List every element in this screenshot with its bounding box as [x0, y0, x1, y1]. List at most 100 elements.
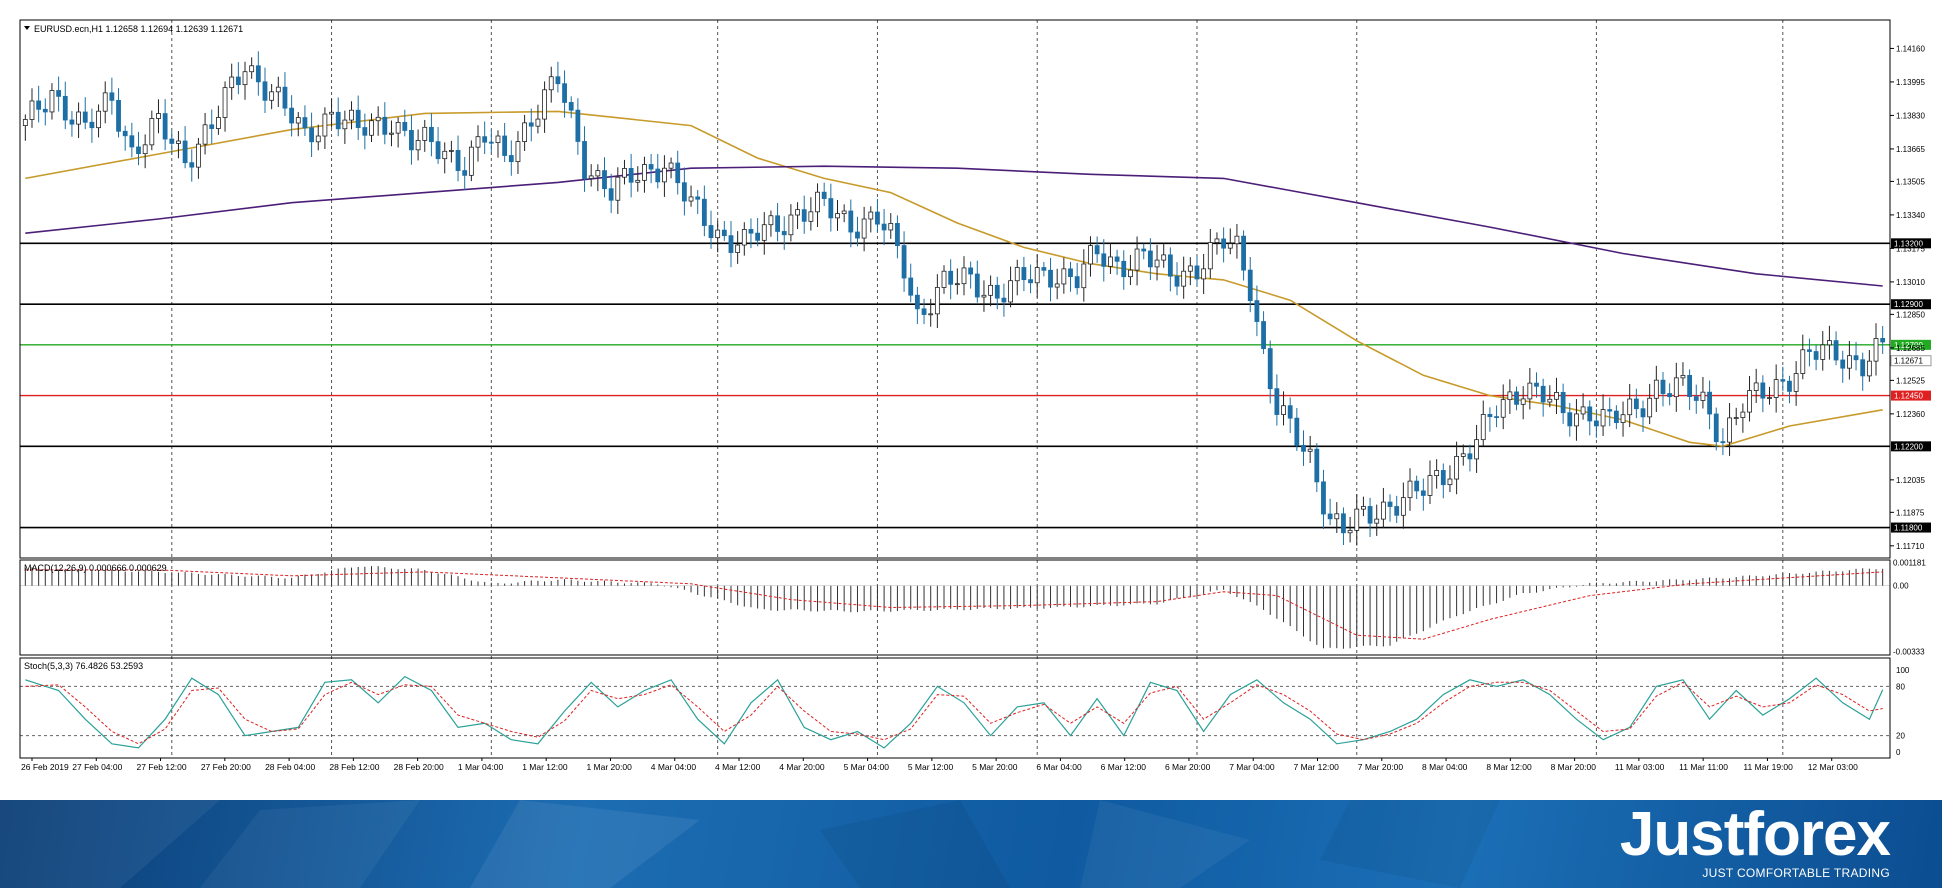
- candle-body: [49, 90, 55, 113]
- candle-body: [1460, 453, 1466, 457]
- candle-body: [482, 136, 488, 143]
- candle-body: [841, 210, 847, 215]
- candle-body: [1001, 297, 1007, 303]
- stoch-tick-label: 100: [1896, 666, 1910, 675]
- trading-chart: 1.13200 1.12900 1.12700 1.12450 1.12200 1.118…: [19, 19, 1932, 772]
- macd-panel: [20, 566, 1890, 649]
- panel-frame: [19, 559, 1891, 656]
- time-label: 5 Mar 20:00: [972, 762, 1018, 772]
- macd-tick-label: 0.001181: [1893, 558, 1926, 567]
- candle-body: [655, 168, 661, 183]
- candle-body: [861, 218, 867, 239]
- candle-body: [735, 244, 741, 253]
- candle-body: [1314, 448, 1320, 483]
- dropdown-triangle-icon[interactable]: [24, 26, 30, 30]
- candle-body: [1554, 392, 1559, 400]
- candle-body: [1713, 413, 1719, 443]
- price-tick-label: 1.11710: [1896, 542, 1925, 551]
- time-label: 28 Feb 04:00: [265, 762, 315, 772]
- candle-body: [994, 284, 1000, 299]
- candle-body: [1267, 348, 1273, 390]
- candle-body: [1167, 254, 1173, 277]
- candle-body: [1833, 340, 1839, 361]
- candle-body: [1866, 360, 1872, 377]
- candle-body: [1241, 235, 1246, 271]
- candle-body: [1101, 253, 1107, 267]
- time-label: 4 Mar 04:00: [651, 762, 697, 772]
- time-label: 27 Feb 04:00: [72, 762, 122, 772]
- candle-body: [1813, 351, 1819, 360]
- candle-body: [855, 231, 860, 239]
- time-label: 8 Mar 12:00: [1486, 762, 1532, 772]
- candle-body: [162, 113, 168, 140]
- candle-body: [1187, 265, 1193, 272]
- candle-body: [555, 76, 561, 85]
- candle-body: [1128, 269, 1133, 278]
- candle-body: [1274, 388, 1280, 415]
- candle-body: [109, 92, 115, 101]
- candle-body: [681, 182, 687, 202]
- time-label: 5 Mar 12:00: [908, 762, 954, 772]
- time-label: 8 Mar 20:00: [1551, 762, 1597, 772]
- brand-logo[interactable]: Justforex: [1619, 800, 1891, 869]
- candle-body: [289, 107, 295, 124]
- candle-body: [755, 232, 761, 241]
- candle-body: [1400, 497, 1406, 516]
- candle-body: [701, 198, 707, 226]
- price-tick-label: 1.12360: [1896, 410, 1925, 419]
- candle-body: [1660, 379, 1666, 394]
- candle-body: [974, 273, 980, 298]
- candle-body: [1194, 265, 1200, 280]
- level-tag-1.12200: [1891, 441, 1931, 452]
- candle-body: [262, 81, 268, 101]
- candle-body: [1534, 382, 1539, 387]
- candle-body: [1227, 243, 1233, 249]
- candle-body: [934, 287, 940, 315]
- candle-body: [1094, 245, 1100, 255]
- candle-body: [1380, 501, 1386, 520]
- candle-body: [1447, 478, 1453, 486]
- candle-body: [1773, 379, 1779, 398]
- candle-body: [375, 116, 381, 122]
- candle-body: [1354, 508, 1360, 531]
- candle-body: [1321, 481, 1326, 515]
- level-tag-1.12700: [1891, 339, 1931, 350]
- candle-body: [1347, 529, 1353, 534]
- candle-body: [182, 140, 188, 164]
- banner-pattern: [0, 800, 1500, 888]
- candle-body: [1880, 338, 1886, 343]
- candle-body: [1827, 340, 1832, 346]
- candle-body: [1693, 396, 1699, 401]
- candle-body: [1860, 359, 1866, 377]
- candle-body: [1154, 259, 1160, 268]
- candle-body: [868, 211, 874, 220]
- candle-body: [1547, 398, 1553, 403]
- candle-body: [688, 196, 694, 202]
- candle-body: [1627, 398, 1633, 416]
- candle-body: [1780, 379, 1786, 382]
- candle-body: [801, 209, 807, 222]
- candle-body: [1487, 414, 1493, 418]
- current-price-tag: [1890, 355, 1932, 367]
- stoch-signal-line: [25, 681, 1883, 745]
- candle-body: [988, 284, 994, 296]
- candle-body: [588, 175, 594, 179]
- candle-body: [495, 135, 501, 144]
- candle-body: [169, 138, 175, 144]
- candle-body: [82, 111, 88, 123]
- macd-tick-label: -0.00333: [1893, 648, 1925, 657]
- panel-frame: [19, 657, 1891, 759]
- time-label: 26 Feb 2019: [21, 762, 69, 772]
- candle-body: [1840, 359, 1846, 369]
- candle-body: [768, 215, 774, 226]
- candle-body: [102, 92, 108, 112]
- candle-body: [1507, 391, 1513, 401]
- ma-slow-line: [25, 165, 1883, 287]
- candle-body: [1494, 416, 1499, 419]
- candle-body: [895, 223, 900, 246]
- stochastic-panel: [20, 675, 1890, 749]
- candle-body: [1307, 448, 1313, 452]
- candle-body: [1787, 380, 1792, 392]
- candle-body: [808, 211, 814, 222]
- candle-body: [1341, 513, 1346, 534]
